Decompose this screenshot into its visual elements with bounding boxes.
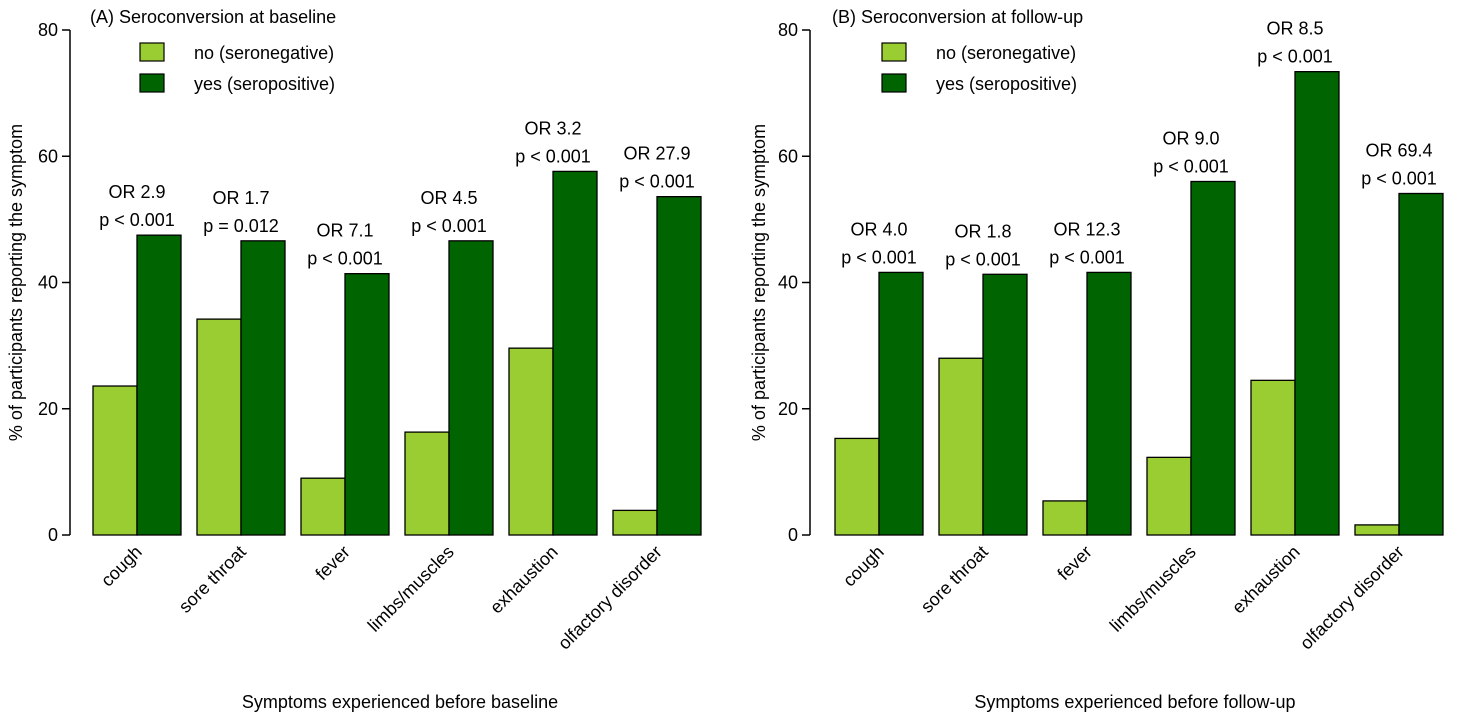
y-tick-label: 20 <box>778 399 798 419</box>
odds-ratio-label: OR 1.8 <box>954 221 1011 241</box>
bar-seropositive <box>982 273 1028 536</box>
x-tick-label: cough <box>97 542 146 591</box>
bar-seropositive <box>656 195 702 536</box>
odds-ratio-label: OR 27.9 <box>623 144 690 164</box>
x-tick-label: fever <box>311 542 353 584</box>
bar-seronegative <box>92 385 138 536</box>
panel-b-chart: 0 20 40 60 80 % of participants reporting the… <box>749 7 1444 712</box>
p-value-label: p < 0.001 <box>1153 157 1229 177</box>
y-axis-label: % of participants reporting the symptom <box>749 124 769 441</box>
bar-seropositive <box>240 240 286 536</box>
bar-seronegative <box>1250 379 1296 536</box>
legend-swatch-seropositive <box>139 73 165 93</box>
odds-ratio-label: OR 4.0 <box>850 219 907 239</box>
legend-label-seronegative: no (seronegative) <box>194 43 334 63</box>
p-value-label: p < 0.001 <box>1049 247 1125 267</box>
p-value-label: p < 0.001 <box>841 247 917 267</box>
x-tick-label: sore throat <box>175 542 250 617</box>
bar-seronegative <box>612 509 658 536</box>
bar-seropositive <box>1294 71 1340 536</box>
x-tick-label: olfactory disorder <box>1296 542 1408 654</box>
x-tick-label: sore throat <box>917 542 992 617</box>
p-value-label: p < 0.001 <box>1257 47 1333 67</box>
x-tick-label: exhaustion <box>486 542 562 618</box>
chart-title: (B) Seroconversion at follow-up <box>832 7 1083 27</box>
legend-swatch-seronegative <box>139 42 165 62</box>
x-tick-label: olfactory disorder <box>554 542 666 654</box>
odds-ratio-label: OR 8.5 <box>1266 19 1323 39</box>
legend-label-seronegative: no (seronegative) <box>936 43 1076 63</box>
bar-seropositive <box>1086 271 1132 536</box>
x-tick-label: exhaustion <box>1228 542 1304 618</box>
bar-seronegative <box>508 347 554 536</box>
bar-seropositive <box>344 273 390 536</box>
bar-seropositive <box>878 271 924 536</box>
x-axis-label: Symptoms experienced before baseline <box>242 692 558 712</box>
odds-ratio-label: OR 2.9 <box>108 182 165 202</box>
odds-ratio-label: OR 9.0 <box>1162 129 1219 149</box>
chart-title: (A) Seroconversion at baseline <box>90 7 336 27</box>
legend-swatch-seropositive <box>881 73 907 93</box>
x-tick-label: cough <box>839 542 888 591</box>
x-axis-label: Symptoms experienced before follow-up <box>974 692 1295 712</box>
odds-ratio-label: OR 7.1 <box>316 221 373 241</box>
bar-seropositive <box>448 240 494 536</box>
p-value-label: p < 0.001 <box>99 210 175 230</box>
y-tick-label: 0 <box>788 525 798 545</box>
p-value-label: p = 0.012 <box>203 216 279 236</box>
y-tick-label: 60 <box>778 146 798 166</box>
y-tick-label: 0 <box>48 525 58 545</box>
p-value-label: p < 0.001 <box>307 249 383 269</box>
bar-seronegative <box>300 477 346 536</box>
odds-ratio-label: OR 4.5 <box>420 188 477 208</box>
odds-ratio-label: OR 1.7 <box>212 188 269 208</box>
y-tick-label: 60 <box>38 146 58 166</box>
x-tick-label: limbs/muscles <box>364 542 458 636</box>
bar-seronegative <box>196 318 242 536</box>
legend-label-seropositive: yes (seropositive) <box>194 74 335 94</box>
bar-seropositive <box>552 170 598 536</box>
odds-ratio-label: OR 12.3 <box>1053 219 1120 239</box>
p-value-label: p < 0.001 <box>1361 168 1437 188</box>
bar-seronegative <box>1354 524 1400 536</box>
bar-seropositive <box>1398 192 1444 536</box>
legend-label-seropositive: yes (seropositive) <box>936 74 1077 94</box>
legend-swatch-seronegative <box>881 42 907 62</box>
x-tick-label: limbs/muscles <box>1106 542 1200 636</box>
bar-seronegative <box>834 437 880 536</box>
bar-seronegative <box>404 431 450 536</box>
bar-seronegative <box>1042 500 1088 536</box>
y-tick-label: 40 <box>38 273 58 293</box>
y-axis-label: % of participants reporting the symptom <box>6 124 26 441</box>
y-tick-label: 40 <box>778 273 798 293</box>
p-value-label: p < 0.001 <box>411 216 487 236</box>
odds-ratio-label: OR 3.2 <box>524 118 581 138</box>
p-value-label: p < 0.001 <box>515 146 591 166</box>
odds-ratio-label: OR 69.4 <box>1365 140 1432 160</box>
bar-seropositive <box>136 234 182 536</box>
panel-a-chart: 0 20 40 60 80 % of participants reporting the… <box>6 7 702 712</box>
p-value-label: p < 0.001 <box>619 172 695 192</box>
y-tick-label: 80 <box>38 20 58 40</box>
bar-seronegative <box>938 357 984 536</box>
bar-seronegative <box>1146 456 1192 536</box>
bar-seropositive <box>1190 180 1236 536</box>
p-value-label: p < 0.001 <box>945 249 1021 269</box>
y-tick-label: 20 <box>38 399 58 419</box>
x-tick-label: fever <box>1053 542 1095 584</box>
y-tick-label: 80 <box>778 20 798 40</box>
